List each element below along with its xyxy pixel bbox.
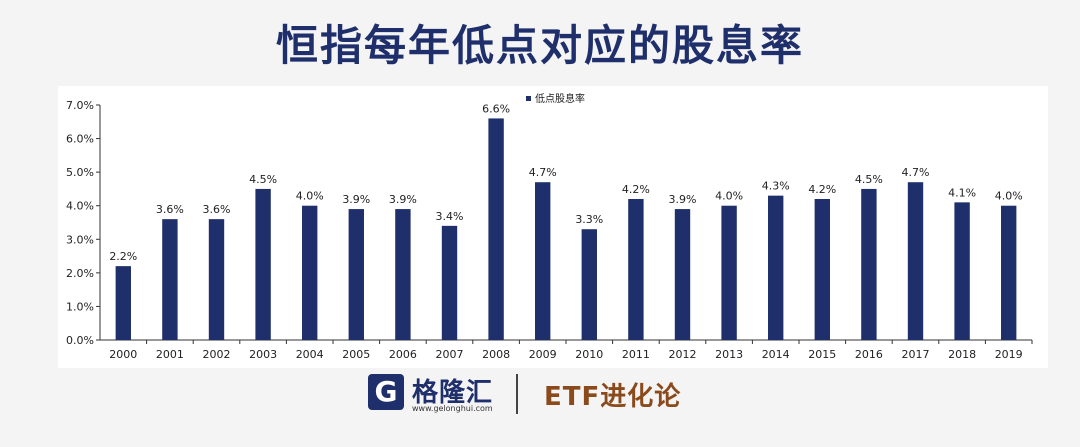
x-axis: 2000 2001 2002 2003 2004 2005 2006 2007 2008 2009…: [100, 339, 1033, 361]
x-tick-label: 2009: [529, 348, 557, 361]
bar: [1001, 205, 1017, 340]
bar: [255, 188, 271, 340]
data-label: 3.6%: [203, 203, 231, 216]
x-tick-label: 2011: [622, 348, 650, 361]
bar: [628, 199, 644, 340]
data-label: 4.0%: [995, 190, 1023, 203]
x-tick-label: 2008: [482, 348, 510, 361]
x-tick-label: 2007: [436, 348, 464, 361]
x-tick-label: 2012: [669, 348, 697, 361]
gelonghui-logo-icon: G: [368, 374, 404, 410]
x-tick-label: 2003: [249, 348, 277, 361]
bar: [208, 219, 225, 340]
bar: [348, 209, 364, 340]
y-tick-label: 7.0%: [66, 99, 94, 112]
y-tick-label: 3.0%: [66, 233, 94, 246]
x-tick-label: 2015: [808, 348, 836, 361]
x-tick-label: 2000: [109, 348, 137, 361]
data-label: 3.3%: [575, 213, 603, 226]
legend-label: 低点股息率: [535, 92, 585, 105]
bar: [488, 118, 504, 340]
data-label: 4.0%: [296, 190, 324, 203]
bar: [907, 182, 924, 340]
data-label: 3.6%: [156, 203, 184, 216]
data-label: 4.5%: [249, 173, 277, 186]
bar: [674, 209, 691, 340]
x-tick-label: 2006: [389, 348, 417, 361]
page-title: 恒指每年低点对应的股息率: [275, 21, 804, 70]
bar: [441, 225, 458, 340]
y-tick-label: 5.0%: [66, 166, 94, 179]
brand-etf: ETF进化论: [544, 382, 682, 412]
x-tick-label: 2018: [948, 348, 976, 361]
legend-swatch: [526, 96, 531, 101]
data-label: 4.5%: [855, 173, 883, 186]
data-labels: 2.2% 3.6% 3.6% 4.5% 4.0% 3.9% 3.9% 3.4% 6.6% 4.7%…: [109, 102, 1022, 263]
x-tick-label: 2017: [902, 348, 930, 361]
bar: [535, 182, 551, 340]
data-label: 3.4%: [436, 210, 464, 223]
bars: [115, 118, 1017, 340]
bar: [162, 219, 178, 340]
x-tick-label: 2014: [762, 348, 790, 361]
x-tick-label: 2016: [855, 348, 883, 361]
data-label: 4.7%: [902, 166, 930, 179]
data-label: 3.9%: [669, 193, 697, 206]
y-tick-label: 1.0%: [66, 300, 94, 313]
data-label: 4.3%: [762, 180, 790, 193]
chart-plot-background: [58, 86, 1048, 368]
bar: [395, 209, 411, 340]
divider: [516, 374, 518, 414]
data-label: 4.1%: [948, 186, 976, 199]
data-label: 2.2%: [109, 250, 137, 263]
x-tick-label: 2019: [995, 348, 1023, 361]
bar: [721, 205, 737, 340]
data-label: 4.2%: [808, 183, 836, 196]
data-label: 3.9%: [342, 193, 370, 206]
x-tick-label: 2010: [575, 348, 603, 361]
data-label: 4.7%: [529, 166, 557, 179]
data-label: 4.2%: [622, 183, 650, 196]
data-label: 4.0%: [715, 190, 743, 203]
x-tick-label: 2001: [156, 348, 184, 361]
bar: [115, 266, 131, 340]
bar: [954, 202, 970, 340]
x-tick-label: 2013: [715, 348, 743, 361]
data-label: 6.6%: [482, 102, 510, 115]
bar: [581, 229, 597, 340]
bar: [768, 195, 784, 340]
x-tick-label: 2004: [296, 348, 324, 361]
y-tick-label: 0.0%: [66, 334, 94, 347]
bar: [302, 205, 318, 340]
x-tick-label: 2005: [342, 348, 370, 361]
bar: [814, 199, 830, 340]
bar: [861, 188, 877, 340]
y-tick-label: 6.0%: [66, 133, 94, 146]
logo-url: www.gelonghui.com: [412, 404, 493, 413]
y-tick-label: 2.0%: [66, 267, 94, 280]
y-axis: 0.0% 1.0% 2.0% 3.0% 4.0% 5.0% 6.0% 7.0%: [66, 99, 101, 347]
x-tick-label: 2002: [203, 348, 231, 361]
y-tick-label: 4.0%: [66, 200, 94, 213]
footer: G 格隆汇 www.gelonghui.com ETF进化论: [368, 372, 728, 422]
data-label: 3.9%: [389, 193, 417, 206]
logo-name: 格隆汇: [412, 378, 494, 408]
legend: 低点股息率: [526, 92, 585, 105]
